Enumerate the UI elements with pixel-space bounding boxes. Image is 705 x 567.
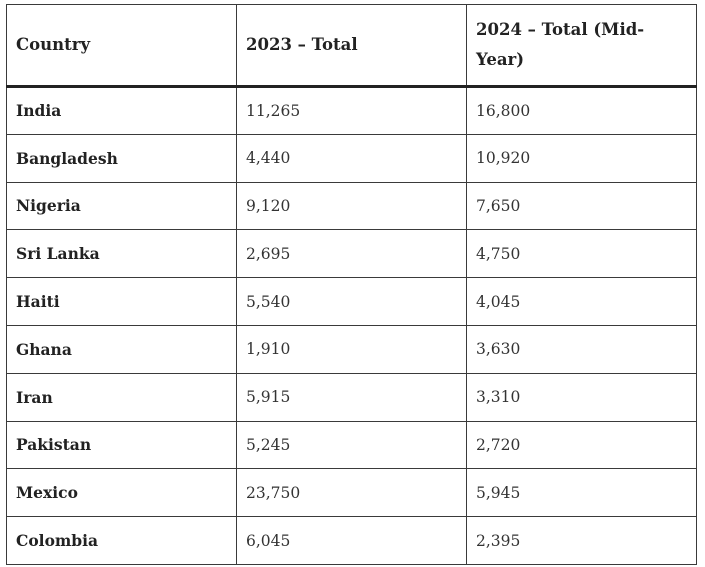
header-country: Country	[6, 4, 237, 88]
table-row: Mexico 23,750 5,945	[6, 468, 697, 518]
country-cell: Iran	[6, 372, 237, 422]
table-header: Country 2023 – Total 2024 – Total (Mid-Y…	[6, 4, 697, 88]
total-2023-cell: 23,750	[236, 468, 467, 518]
total-2024-cell: 2,720	[466, 420, 697, 470]
country-cell: India	[6, 86, 237, 135]
table-row: Ghana 1,910 3,630	[6, 324, 697, 374]
country-cell: Ghana	[6, 324, 237, 374]
country-cell: Bangladesh	[6, 133, 237, 183]
total-2023-cell: 6,045	[236, 516, 467, 565]
total-2023-cell: 1,910	[236, 324, 467, 374]
total-2024-cell: 16,800	[466, 86, 697, 135]
total-2024-cell: 7,650	[466, 181, 697, 231]
total-2023-cell: 2,695	[236, 229, 467, 279]
total-2024-cell: 10,920	[466, 133, 697, 183]
table-row: Haiti 5,540 4,045	[6, 277, 697, 326]
table-row: Colombia 6,045 2,395	[6, 516, 697, 565]
table-row: India 11,265 16,800	[6, 86, 697, 135]
total-2024-cell: 5,945	[466, 468, 697, 518]
country-cell: Colombia	[6, 516, 237, 565]
total-2024-cell: 4,045	[466, 277, 697, 326]
total-2023-cell: 5,915	[236, 372, 467, 422]
total-2024-cell: 3,310	[466, 372, 697, 422]
total-2024-cell: 2,395	[466, 516, 697, 565]
total-2023-cell: 4,440	[236, 133, 467, 183]
header-2023-total: 2023 – Total	[236, 4, 467, 88]
table-row: Pakistan 5,245 2,720	[6, 420, 697, 470]
total-2023-cell: 5,245	[236, 420, 467, 470]
table-row: Bangladesh 4,440 10,920	[6, 133, 697, 183]
total-2023-cell: 11,265	[236, 86, 467, 135]
table-row: Nigeria 9,120 7,650	[6, 181, 697, 231]
total-2024-cell: 3,630	[466, 324, 697, 374]
country-cell: Mexico	[6, 468, 237, 518]
table-row: Iran 5,915 3,310	[6, 372, 697, 422]
header-2024-total: 2024 – Total (Mid-Year)	[466, 4, 697, 88]
total-2023-cell: 9,120	[236, 181, 467, 231]
country-cell: Pakistan	[6, 420, 237, 470]
header-row: Country 2023 – Total 2024 – Total (Mid-Y…	[6, 4, 697, 88]
table-body: India 11,265 16,800 Bangladesh 4,440 10,…	[6, 86, 697, 565]
country-cell: Haiti	[6, 277, 237, 326]
country-cell: Nigeria	[6, 181, 237, 231]
total-2023-cell: 5,540	[236, 277, 467, 326]
data-table: Country 2023 – Total 2024 – Total (Mid-Y…	[6, 4, 697, 565]
country-cell: Sri Lanka	[6, 229, 237, 279]
total-2024-cell: 4,750	[466, 229, 697, 279]
table-row: Sri Lanka 2,695 4,750	[6, 229, 697, 279]
